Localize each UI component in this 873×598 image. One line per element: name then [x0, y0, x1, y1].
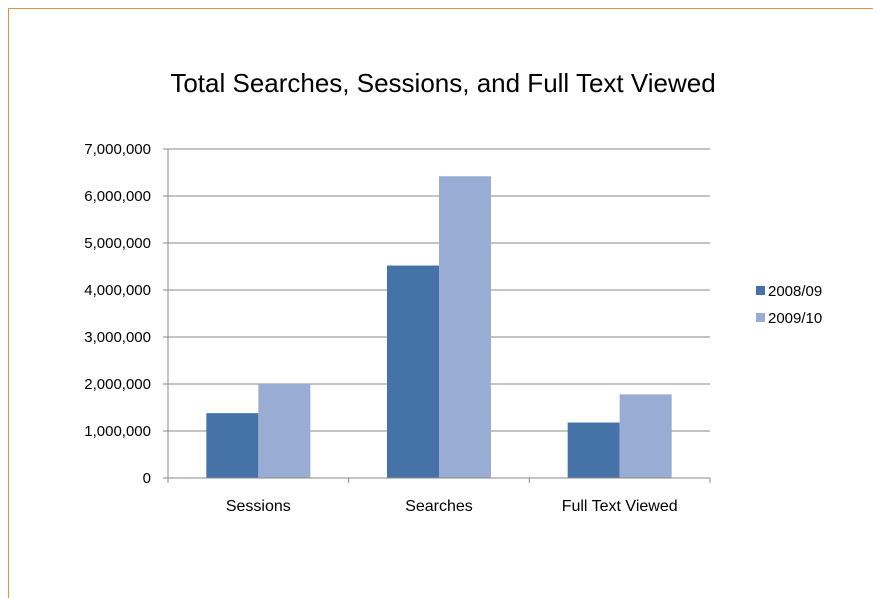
- x-axis-tick-labels: Sessions Searches Full Text Viewed: [226, 498, 678, 515]
- bar-2009-10-searches: [439, 176, 491, 478]
- legend-swatch: [756, 313, 765, 322]
- bar-chart: 0 1,000,000 2,000,000 3,000,000 4,000,000 5,0…: [84, 141, 822, 515]
- y-tick-label: 4,000,000: [84, 282, 151, 299]
- x-tick-label: Searches: [405, 498, 473, 515]
- bar-2008-09-sessions: [206, 413, 259, 478]
- y-tick-label: 5,000,000: [84, 235, 151, 252]
- bars: [206, 176, 672, 478]
- y-tick-label: 3,000,000: [84, 329, 151, 346]
- bar-2008-09-searches: [387, 265, 439, 478]
- y-axis-tick-labels: 0 1,000,000 2,000,000 3,000,000 4,000,000 5,0…: [84, 141, 151, 487]
- slide-frame: [8, 8, 873, 598]
- x-tick-label: Full Text Viewed: [562, 498, 678, 515]
- legend-swatch: [756, 286, 765, 295]
- chart-title: Total Searches, Sessions, and Full Text …: [170, 68, 716, 98]
- bar-2009-10-sessions: [258, 384, 311, 478]
- legend-label: 2009/10: [768, 310, 822, 327]
- y-tick-label: 6,000,000: [84, 188, 151, 205]
- y-tick-label: 0: [143, 470, 151, 487]
- x-tick-label: Sessions: [226, 498, 291, 515]
- axes: [163, 148, 711, 483]
- y-tick-label: 1,000,000: [84, 423, 151, 440]
- legend-label: 2008/09: [768, 283, 822, 300]
- legend: 2008/09 2009/10: [756, 283, 822, 327]
- y-tick-label: 7,000,000: [84, 141, 151, 158]
- bar-2009-10-full-text-viewed: [619, 394, 672, 478]
- bar-2008-09-full-text-viewed: [567, 422, 620, 478]
- y-tick-label: 2,000,000: [84, 376, 151, 393]
